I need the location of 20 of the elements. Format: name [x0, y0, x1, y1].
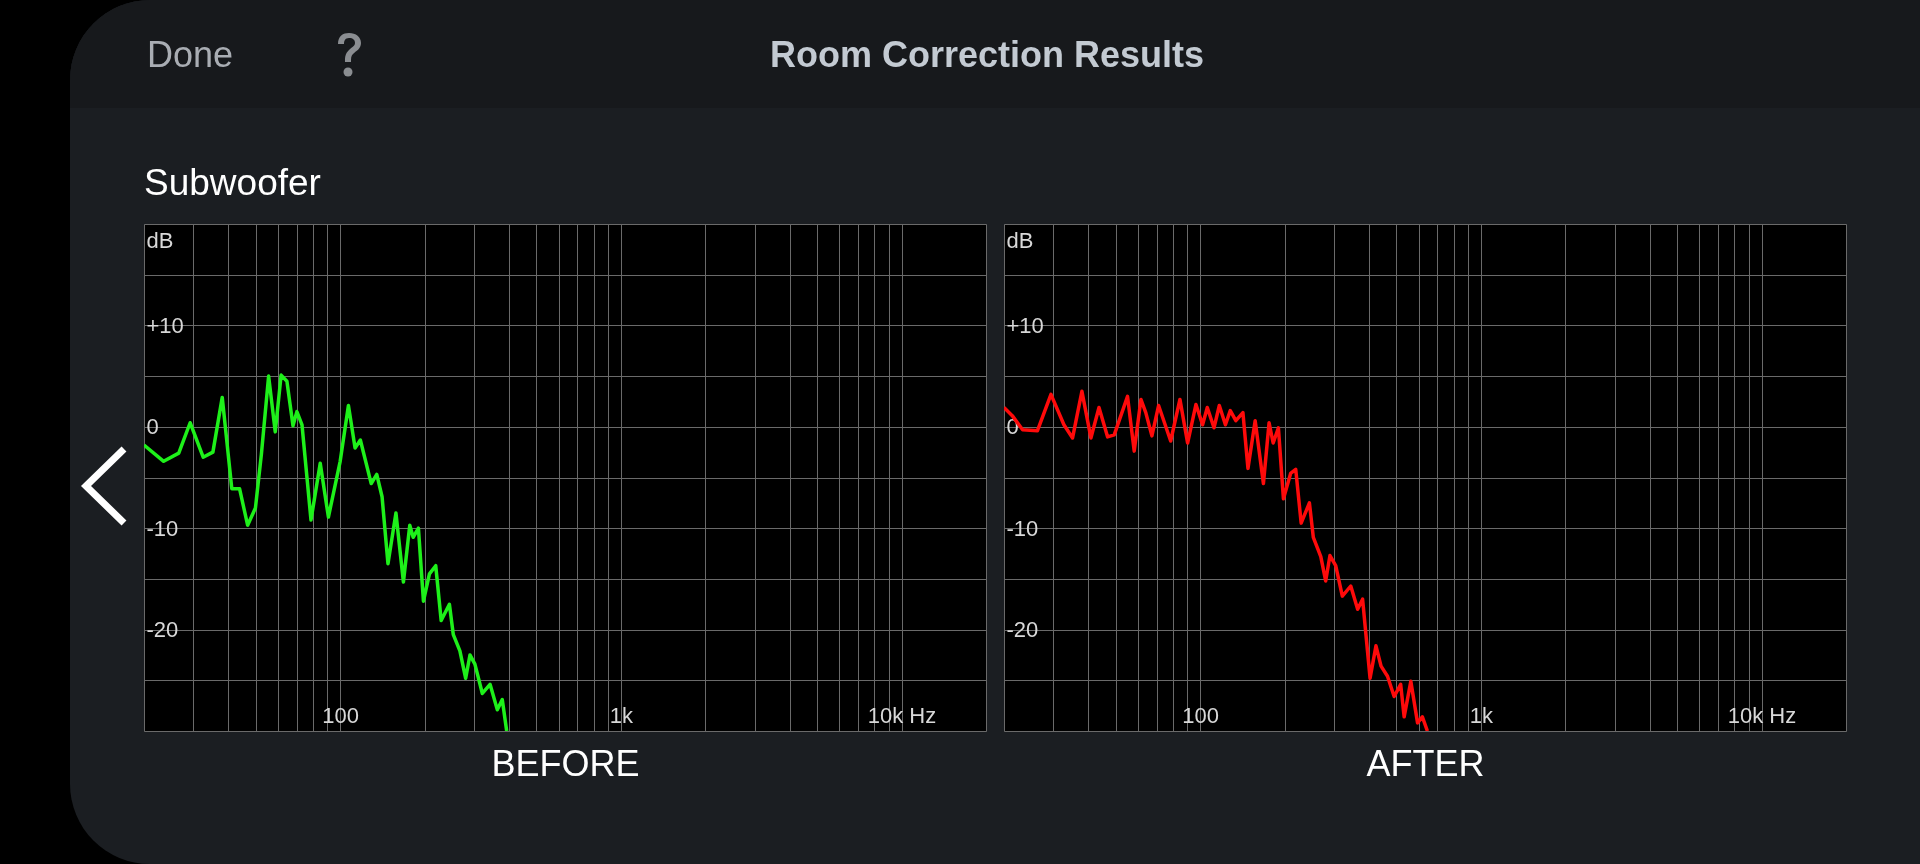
y-tick-label: +10	[1006, 312, 1044, 338]
y-tick-label: -20	[146, 617, 179, 643]
text: Room Correction Results	[770, 34, 1205, 76]
x-tick-label: 1k	[1469, 702, 1494, 728]
x-tick-label: 10k Hz	[1727, 702, 1797, 728]
y-axis-title: dB	[1006, 227, 1034, 253]
y-tick-label: 0	[146, 414, 159, 440]
y-tick-label: +10	[146, 312, 184, 338]
y-tick-label: -20	[1006, 617, 1039, 643]
x-tick-label: 100	[1182, 702, 1220, 728]
x-tick-label: 10k Hz	[867, 702, 937, 728]
x-tick-label: 100	[322, 702, 360, 728]
y-tick-label: -10	[146, 515, 179, 541]
text: Done	[147, 34, 234, 76]
x-tick-label: 1k	[609, 702, 634, 728]
y-axis-title: dB	[146, 227, 174, 253]
y-tick-label: -10	[1006, 515, 1039, 541]
x-axis-title: BEFORE	[491, 742, 640, 784]
x-axis-title: AFTER	[1366, 742, 1485, 784]
text: Subwoofer	[144, 162, 321, 204]
